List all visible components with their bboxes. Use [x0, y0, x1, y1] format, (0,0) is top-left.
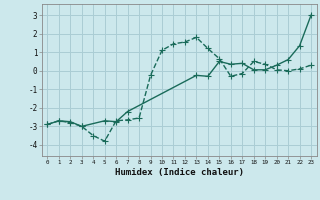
X-axis label: Humidex (Indice chaleur): Humidex (Indice chaleur): [115, 168, 244, 177]
